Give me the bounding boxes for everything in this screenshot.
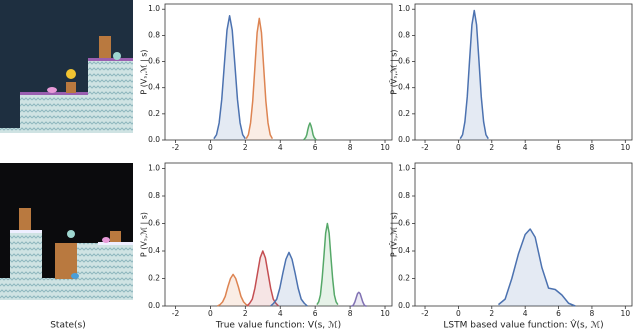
y-tick-label: 0.6: [148, 219, 160, 228]
x-tick-label: -2: [421, 143, 429, 152]
x-tick-label: -2: [421, 309, 429, 318]
y-tick-label: 0.4: [398, 83, 410, 92]
x-tick-label: 8: [348, 143, 353, 152]
x-tick-label: -2: [172, 309, 180, 318]
y-tick-label: 0.4: [148, 246, 160, 255]
y-tick-label: 1.0: [398, 164, 410, 173]
x-tick-label: 4: [523, 143, 528, 152]
density-fill: [460, 10, 489, 141]
x-tick-label: 0: [208, 143, 213, 152]
density-fill: [247, 251, 279, 306]
x-tick-label: 8: [590, 309, 595, 318]
x-tick-label: 6: [556, 309, 561, 318]
game-screenshot-bottom: [0, 163, 133, 300]
y-tick-label: 0.8: [148, 30, 160, 39]
y-tick-label: 0.6: [148, 57, 160, 66]
density-line: [350, 291, 367, 307]
x-tick-label: 10: [380, 143, 390, 152]
density-fill: [246, 18, 273, 141]
y-tick-label: 1.0: [398, 4, 410, 13]
plot-frame: [414, 162, 633, 307]
y-tick-label: 1.0: [148, 164, 160, 173]
x-tick-label: 0: [456, 143, 461, 152]
y-tick-label: 0.4: [148, 83, 160, 92]
x-tick-label: 2: [243, 143, 248, 152]
y-tick-label: 0.8: [148, 191, 160, 200]
x-tick-label: 2: [489, 143, 494, 152]
x-tick-label: 6: [313, 309, 318, 318]
x-tick-label: -2: [172, 143, 180, 152]
density-line: [459, 9, 489, 140]
y-tick-label: 0.2: [148, 109, 160, 118]
density-fill: [498, 229, 576, 306]
y-tick-label: 0.8: [398, 191, 410, 200]
x-tick-label: 8: [348, 309, 353, 318]
density-line: [245, 17, 274, 140]
y-axis-label: P (V̂ₛ,ℳ | s): [388, 49, 398, 94]
y-tick-label: 0.6: [398, 219, 410, 228]
y-tick-label: 1.0: [148, 4, 160, 13]
density-line: [270, 251, 308, 307]
density-line: [316, 222, 339, 306]
x-axis-label: True value function: V(s, ℳ): [215, 321, 341, 331]
x-tick-label: 6: [313, 143, 318, 152]
y-axis-label: P (Vₛ,ℳ | s): [140, 212, 149, 257]
x-tick-label: 0: [208, 309, 213, 318]
x-tick-label: 2: [489, 309, 494, 318]
x-tick-label: 10: [380, 309, 390, 318]
density-fill: [270, 252, 308, 306]
x-tick-label: 6: [556, 143, 561, 152]
y-axis-label: P (V̂ₛ,ℳ | s): [388, 212, 398, 257]
y-tick-label: 0.6: [398, 57, 410, 66]
plot-frame: [414, 3, 633, 141]
x-tick-label: 2: [243, 309, 248, 318]
game-screenshot-top: [0, 0, 133, 133]
state-label: State(s): [50, 321, 86, 331]
x-tick-label: 4: [278, 309, 283, 318]
x-tick-label: 10: [621, 143, 631, 152]
density-line: [246, 250, 280, 307]
x-tick-label: 10: [621, 309, 631, 318]
x-tick-label: 8: [590, 143, 595, 152]
y-tick-label: 0.0: [398, 301, 410, 310]
density-line: [213, 15, 246, 140]
y-tick-label: 0.2: [398, 109, 410, 118]
plot-frame: [164, 3, 393, 141]
y-tick-label: 0.0: [148, 301, 160, 310]
density-fill: [213, 15, 246, 140]
y-tick-label: 0.8: [398, 30, 410, 39]
y-tick-label: 0.0: [148, 135, 160, 144]
y-axis-label: P (Vₛ,ℳ | s): [140, 49, 149, 94]
y-tick-label: 0.2: [148, 274, 160, 283]
density-line: [303, 122, 317, 141]
plot-frame: [164, 162, 393, 307]
x-axis-label: LSTM based value function: V̂(s, ℳ): [443, 319, 603, 331]
y-tick-label: 0.2: [398, 274, 410, 283]
y-tick-label: 0.4: [398, 246, 410, 255]
density-line: [217, 273, 250, 307]
density-line: [497, 228, 576, 307]
x-tick-label: 0: [456, 309, 461, 318]
y-tick-label: 0.0: [398, 135, 410, 144]
x-tick-label: 4: [523, 309, 528, 318]
x-tick-label: 4: [278, 143, 283, 152]
